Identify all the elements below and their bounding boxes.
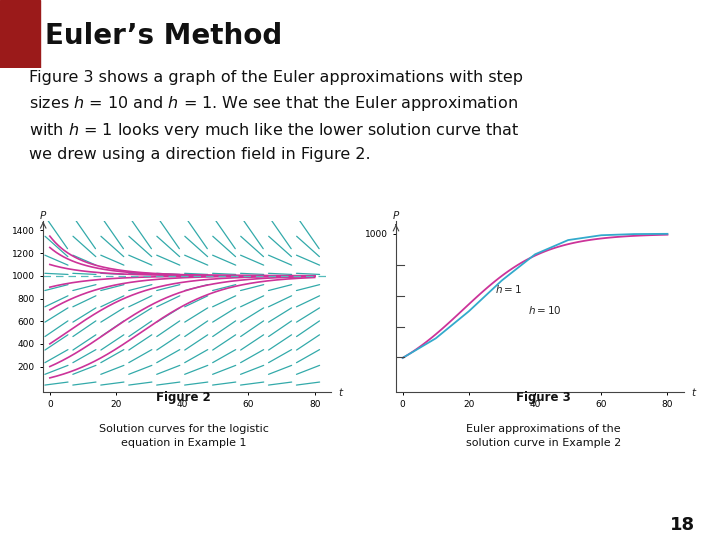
Text: Euler’s Method: Euler’s Method: [45, 23, 283, 50]
Text: $h = 1$: $h = 1$: [495, 282, 522, 294]
Text: $P$: $P$: [392, 210, 400, 221]
Text: Figure 2: Figure 2: [156, 390, 211, 404]
Text: Figure 3 shows a graph of the Euler approximations with step
sizes $h$ = 10 and : Figure 3 shows a graph of the Euler appr…: [29, 70, 523, 162]
Text: $t$: $t$: [690, 386, 697, 397]
Text: Solution curves for the logistic
equation in Example 1: Solution curves for the logistic equatio…: [99, 423, 269, 448]
Bar: [0, 0, 40, 68]
Text: $t$: $t$: [338, 386, 344, 397]
Text: $h = 10$: $h = 10$: [528, 304, 562, 316]
Text: Figure 3: Figure 3: [516, 390, 571, 404]
Text: $P$: $P$: [39, 210, 48, 221]
Text: 18: 18: [670, 516, 695, 534]
Text: Euler approximations of the
solution curve in Example 2: Euler approximations of the solution cur…: [466, 423, 621, 448]
